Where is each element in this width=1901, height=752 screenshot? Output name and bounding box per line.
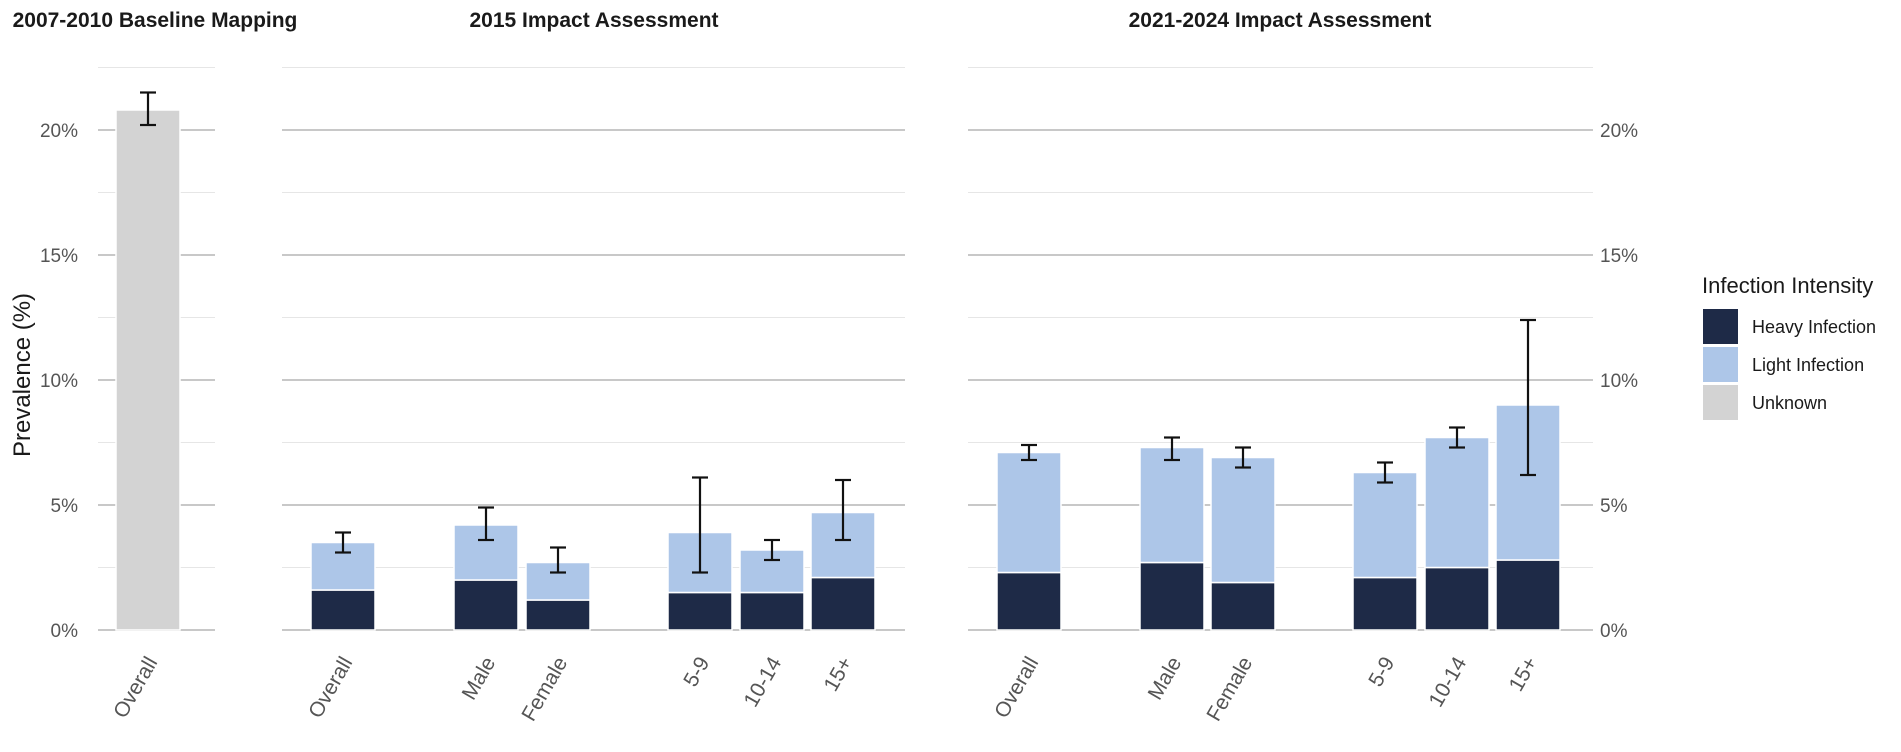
error-bar-layer (140, 91, 1536, 574)
error-bar (140, 91, 156, 127)
error-bar (1164, 436, 1180, 462)
bar-heavy-infection (525, 599, 591, 631)
category-label: Male (1144, 653, 1187, 704)
bar-light-infection (1210, 456, 1276, 584)
y-tick-label-right: 15% (1600, 246, 1638, 267)
bar-light-infection (996, 451, 1062, 574)
bar-heavy-infection (1210, 581, 1276, 631)
category-label: Overall (304, 653, 357, 722)
error-bar (478, 506, 494, 542)
bar-heavy-infection (1424, 566, 1490, 631)
error-bar (1235, 446, 1251, 469)
y-tick-label-right: 0% (1600, 621, 1628, 642)
y-tick-label-left: 20% (40, 121, 78, 142)
category-label: 5-9 (1364, 653, 1399, 691)
bar-layer (115, 109, 1561, 631)
error-bar (1377, 461, 1393, 484)
category-label: Overall (109, 653, 162, 722)
bar-light-infection (1139, 446, 1205, 564)
error-bar (1021, 443, 1037, 462)
legend-label: Light Infection (1752, 355, 1864, 375)
bar-light-infection (1352, 471, 1418, 579)
y-axis-label: Prevalence (%) (9, 293, 36, 457)
error-bar (335, 531, 351, 554)
error-bar (835, 478, 851, 542)
bar-heavy-infection (667, 591, 733, 631)
legend-swatch (1703, 385, 1738, 420)
legend: Infection Intensity Heavy Infection Light … (1702, 273, 1876, 420)
category-label: Male (458, 653, 501, 704)
error-bar (1520, 318, 1536, 477)
error-bar (692, 476, 708, 574)
error-bar (550, 546, 566, 574)
legend-title: Infection Intensity (1702, 273, 1873, 298)
bar-heavy-infection (739, 591, 805, 631)
bar-heavy-infection (1139, 561, 1205, 631)
panel-title: 2015 Impact Assessment (469, 9, 718, 32)
category-label: 5-9 (679, 653, 714, 691)
y-tick-label-left: 10% (40, 371, 78, 392)
category-label: 15+ (1505, 653, 1543, 695)
category-label: 10-14 (1425, 653, 1472, 711)
y-tick-label-left: 5% (51, 496, 79, 517)
bar-heavy-infection (1352, 576, 1418, 631)
bar-heavy-infection (810, 576, 876, 631)
legend-swatch (1703, 309, 1738, 344)
legend-label: Heavy Infection (1752, 317, 1876, 337)
y-tick-label-left: 0% (51, 621, 79, 642)
legend-label: Unknown (1752, 393, 1827, 413)
category-label: Female (1202, 653, 1257, 725)
y-tick-label-right: 20% (1600, 121, 1638, 142)
bar-heavy-infection (996, 571, 1062, 631)
category-label: 10-14 (740, 653, 787, 711)
category-label: 15+ (820, 653, 858, 695)
panel-title: 2007-2010 Baseline Mapping (13, 9, 298, 32)
bar-light-infection (1424, 436, 1490, 569)
legend-swatch (1703, 347, 1738, 382)
bar-unknown (115, 109, 181, 631)
category-label: Female (517, 653, 572, 725)
error-bar (764, 538, 780, 562)
panel-title: 2021-2024 Impact Assessment (1129, 9, 1432, 32)
bar-heavy-infection (453, 579, 519, 631)
bar-heavy-infection (310, 589, 376, 631)
y-tick-label-right: 5% (1600, 496, 1628, 517)
category-label: Overall (990, 653, 1043, 722)
bar-heavy-infection (1495, 559, 1561, 631)
y-tick-label-right: 10% (1600, 371, 1638, 392)
y-tick-label-left: 15% (40, 246, 78, 267)
error-bar (1449, 426, 1465, 449)
